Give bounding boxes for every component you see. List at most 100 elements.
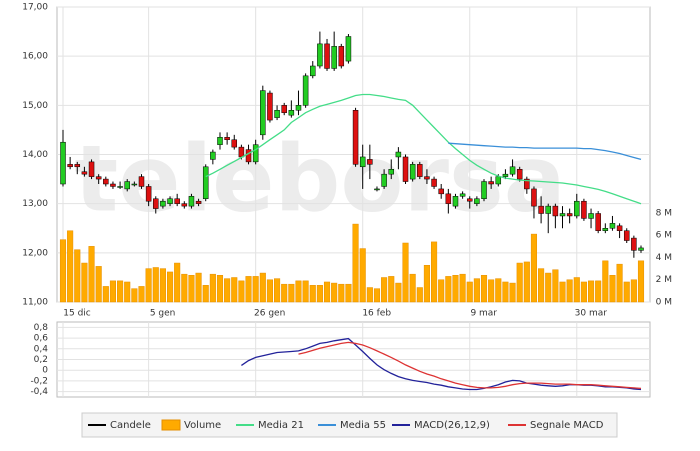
volume-bar [459, 273, 466, 303]
candle-body [409, 164, 416, 180]
volume-bar [509, 282, 516, 303]
candle-body [495, 176, 502, 185]
legend-label: MACD(26,12,9) [414, 420, 490, 431]
candle-body [466, 198, 473, 202]
candle-body [524, 178, 530, 190]
x-tick-label: 16 feb [362, 309, 391, 319]
candle-body [402, 156, 409, 182]
y-tick-label: 16,00 [22, 52, 48, 62]
candle-body [367, 159, 373, 165]
volume-bar [131, 288, 138, 303]
volume-bar [545, 272, 552, 303]
volume-bar [630, 279, 637, 303]
candle-body [545, 205, 551, 214]
legend-label: Media 55 [340, 420, 386, 431]
candle-body [374, 188, 380, 191]
candle-body [417, 164, 423, 177]
volume-bar [67, 230, 74, 303]
candle-body [324, 43, 330, 69]
y-tick-label: 0,8 [34, 323, 49, 333]
candle-body [295, 105, 302, 111]
volume-bar [381, 277, 388, 303]
candle-body [267, 92, 273, 121]
candle-body [245, 149, 252, 163]
volume-bar [473, 278, 480, 303]
y-tick-label: 17,00 [22, 3, 48, 13]
volume-bar [602, 260, 609, 303]
y-tick-label: 0,2 [34, 355, 48, 365]
series-line [298, 341, 642, 390]
candle-body [310, 65, 316, 77]
volume-bar [595, 280, 602, 303]
volume-bar [373, 288, 381, 303]
y-tick-label: 6 M [656, 231, 672, 241]
series-line [448, 142, 642, 161]
legend-swatch [161, 419, 181, 431]
candle-body [67, 164, 73, 168]
candle-body [124, 181, 130, 190]
volume-bar [74, 249, 81, 303]
volume-bar [609, 275, 616, 303]
y-tick-label: 13,00 [22, 199, 48, 209]
volume-bar [438, 279, 445, 303]
candle-body [81, 171, 88, 175]
volume-bar [516, 262, 523, 303]
candle-body [252, 144, 259, 163]
volume-bar [138, 286, 145, 303]
candle-body [352, 110, 359, 165]
x-tick-label: 9 mar [470, 309, 497, 319]
volume-bar [452, 275, 459, 303]
volume-bar [331, 282, 338, 303]
volume-bar [274, 278, 281, 303]
volume-bar [366, 287, 373, 303]
candle-body [95, 176, 102, 180]
y-tick-label: 0,4 [34, 344, 49, 354]
volume-bar [488, 279, 495, 303]
volume-bar [431, 241, 438, 303]
candle-body [609, 223, 616, 229]
volume-bar [281, 283, 288, 303]
volume-bar [416, 287, 423, 303]
candle-body [302, 75, 309, 106]
candle-body [160, 200, 166, 207]
candle-body [602, 228, 609, 231]
volume-bar [88, 246, 95, 303]
volume-bar [188, 275, 195, 303]
volume-bar [552, 269, 559, 303]
y-tick-label: 8 M [656, 208, 672, 218]
volume-bar [102, 286, 109, 303]
candle-body [516, 169, 523, 180]
candle-body [153, 198, 159, 209]
volume-bar [245, 276, 252, 303]
volume-bar [573, 277, 580, 303]
candle-body [181, 203, 188, 207]
candle-body [574, 200, 580, 217]
volume-bar [495, 278, 502, 303]
volume-bar [209, 273, 216, 303]
y-tick-label: 4 M [656, 253, 672, 263]
volume-bar [81, 262, 88, 303]
volume-bar [316, 285, 323, 303]
candle-body [188, 196, 195, 207]
candle-body [588, 213, 594, 219]
candle-body [117, 186, 123, 188]
candle-body [502, 173, 509, 177]
legend-label: Segnale MACD [530, 420, 604, 431]
candle-body [638, 247, 644, 251]
volume-bar [238, 280, 245, 303]
volume-bar [338, 283, 345, 303]
volume-bar [224, 278, 231, 303]
volume-bar [181, 273, 188, 303]
volume-bar [502, 281, 509, 303]
volume-bar [124, 281, 131, 303]
volume-bar [145, 268, 152, 303]
volume-bar [445, 276, 452, 303]
candle-body [631, 237, 637, 251]
volume-bar [159, 268, 166, 303]
candle-body [288, 110, 295, 116]
x-tick-label: 15 dic [63, 309, 91, 319]
volume-bar [266, 279, 273, 303]
candle-body [210, 151, 216, 160]
